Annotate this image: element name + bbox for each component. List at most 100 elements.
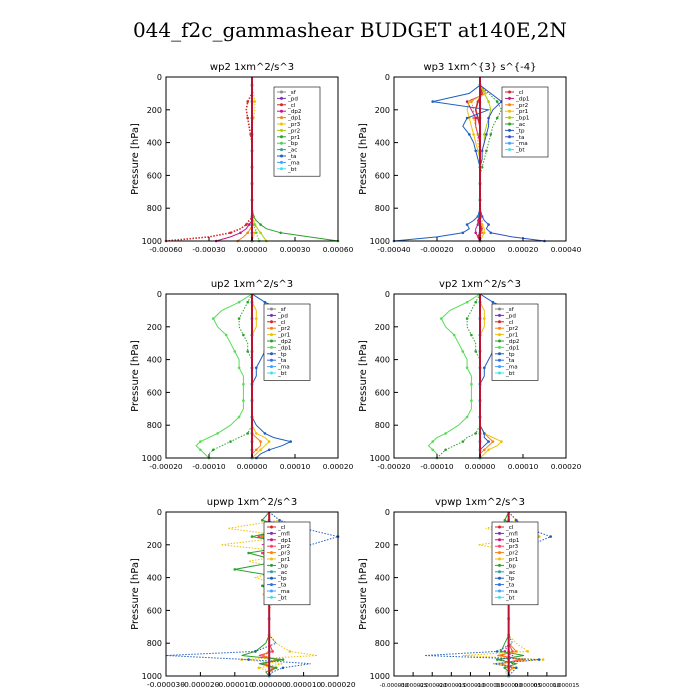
legend-marker	[498, 570, 501, 574]
series-point_dp1	[212, 317, 215, 320]
x-tick-label: 0.00020	[323, 462, 354, 471]
series-point_ac	[480, 165, 484, 169]
x-tick-label: -0.00030	[192, 245, 226, 254]
legend-label: _cl	[277, 525, 286, 531]
series-point_pr1	[483, 317, 486, 320]
series-point_bp1	[487, 100, 490, 103]
x-tick-label: 0.000020	[320, 680, 356, 689]
series-point_dp1	[440, 317, 443, 320]
series-line_pr2	[470, 77, 485, 241]
legend-marker	[498, 589, 501, 593]
series-point_pr1	[537, 535, 541, 538]
legend-marker	[280, 116, 283, 120]
x-tick-label: 0.000000	[252, 680, 288, 689]
chart-panel-4: vp2 1xm^2/s^3 Pressure [hPa] 0 200 400 600 800…	[358, 279, 582, 471]
legend-marker	[270, 525, 273, 529]
panel-title: vp2 1xm^2/s^3	[439, 279, 521, 290]
series-point_ta	[480, 215, 484, 218]
legend-marker	[498, 531, 501, 535]
y-tick-label: 800	[147, 204, 162, 213]
x-tick-label: 0.000005	[514, 683, 541, 689]
legend-marker	[498, 345, 501, 349]
legend-marker	[280, 167, 283, 171]
legend-marker	[498, 551, 501, 555]
x-tick-label: 0.00020	[551, 462, 582, 471]
y-axis-label: Pressure [hPa]	[358, 558, 369, 630]
y-tick-label: 400	[375, 574, 390, 583]
legend-marker	[280, 141, 283, 145]
legend-label: _bt	[505, 371, 515, 377]
y-axis-label: Pressure [hPa]	[130, 558, 141, 630]
series-point_pr1	[480, 223, 484, 226]
series-point_bp	[499, 650, 503, 653]
series-point_tp	[491, 300, 495, 304]
series-point_bp	[254, 231, 258, 235]
legend-label: _ta	[505, 358, 514, 364]
series-point_bp	[250, 535, 254, 538]
legend-marker	[498, 583, 501, 587]
legend-marker	[498, 365, 501, 369]
series-point_pr3	[261, 535, 264, 538]
legend-label: _pr1	[277, 333, 291, 339]
series-point_tp	[247, 658, 250, 661]
x-tick-label: -0.00010	[420, 462, 454, 471]
y-tick-label: 400	[147, 356, 162, 365]
series-point_dp1	[237, 415, 241, 419]
y-tick-label: 800	[375, 204, 390, 213]
x-tick-label: -0.000030	[380, 683, 409, 689]
legend-marker	[498, 313, 501, 317]
series-point_tp	[254, 650, 257, 653]
series-point_tp	[431, 100, 435, 103]
legend-marker	[498, 320, 501, 324]
series-point_ta	[485, 133, 488, 136]
legend-marker	[280, 90, 283, 94]
legend-label: _pr3	[277, 551, 291, 557]
series-point_pr2	[254, 448, 258, 452]
series-point_dp1	[474, 116, 478, 120]
legend-marker	[498, 595, 501, 599]
x-tick-label: -0.00040	[377, 245, 411, 254]
series-point_tp	[537, 658, 541, 661]
legend-label: _bp	[287, 141, 298, 147]
legend-label: _cl	[505, 320, 514, 326]
chart-panel-1: wp2 1xm^2/s^3 Pressure [hPa] 0 200 400 600 800…	[130, 62, 354, 254]
y-tick-label: 400	[375, 139, 390, 148]
legend-marker	[270, 544, 273, 548]
series-point_ta	[489, 231, 493, 235]
y-tick-label: 400	[147, 574, 162, 583]
series-point_dp1	[470, 382, 473, 386]
series-point_pr1	[541, 658, 545, 661]
y-tick-label: 800	[147, 421, 162, 430]
legend-marker	[270, 563, 273, 567]
x-tick-label: 0.00010	[280, 462, 311, 471]
legend-marker	[508, 90, 511, 94]
legend-marker	[270, 352, 273, 356]
series-point_bp	[233, 568, 237, 571]
series-point_dp2	[474, 432, 478, 435]
series-point_tp	[495, 650, 499, 653]
y-tick-label: 600	[147, 388, 162, 397]
series-point_dp2	[212, 448, 215, 452]
legend-marker	[270, 307, 273, 311]
series-point_dp1	[461, 350, 465, 353]
series-point_dp2	[237, 317, 241, 320]
series-point_tp	[468, 133, 471, 136]
legend-marker	[498, 525, 501, 529]
legend-marker	[498, 326, 501, 330]
x-tick-label: 0.00000	[465, 245, 496, 254]
y-tick-label: 0	[385, 73, 390, 82]
legend-label: _dp1	[277, 345, 292, 351]
series-point_pr1	[279, 231, 283, 235]
series-point_pr1	[500, 440, 503, 443]
legend-marker	[508, 135, 511, 139]
series-point_cl	[476, 116, 480, 120]
legend-marker	[498, 352, 501, 356]
series-point_dp1	[199, 440, 202, 443]
legend-marker	[270, 326, 273, 330]
legend-marker	[498, 557, 501, 561]
legend-label: _bt	[287, 167, 297, 173]
legend-marker	[270, 576, 273, 580]
series-point_dp2	[444, 448, 447, 452]
series-point_dp2	[247, 223, 251, 226]
